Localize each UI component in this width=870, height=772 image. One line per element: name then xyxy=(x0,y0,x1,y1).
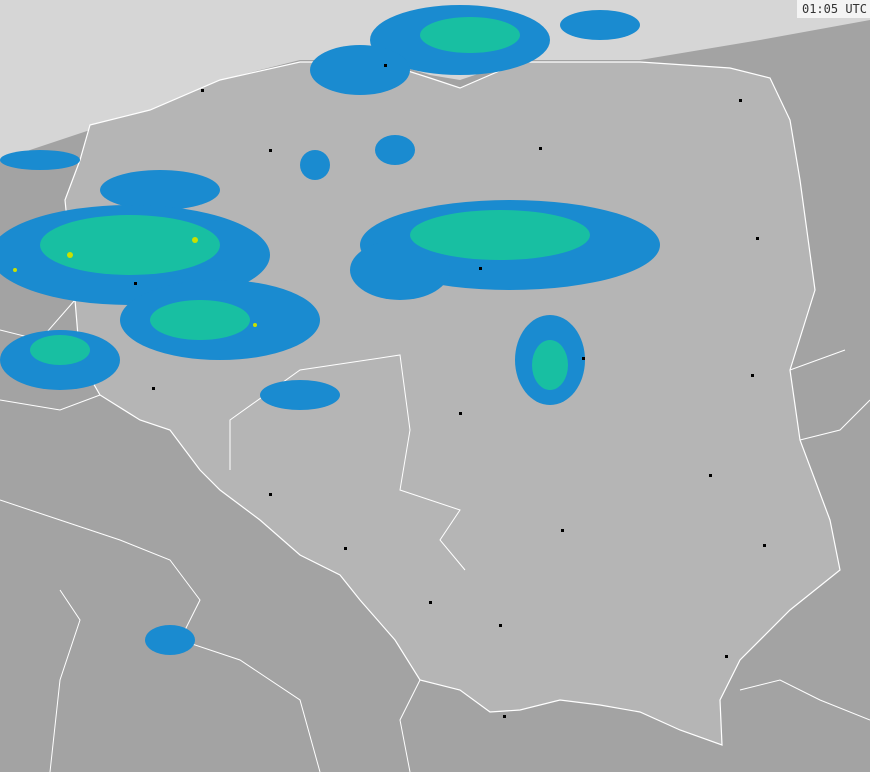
city-marker xyxy=(269,149,272,152)
precip-light xyxy=(100,170,220,210)
precip-light xyxy=(0,150,80,170)
city-marker xyxy=(152,387,155,390)
precip-light xyxy=(310,45,410,95)
precip-heavy xyxy=(192,237,198,243)
city-marker xyxy=(479,267,482,270)
precip-medium xyxy=(40,215,220,275)
other-borders xyxy=(0,299,870,772)
precip-light xyxy=(300,150,330,180)
cities xyxy=(134,64,766,718)
city-marker xyxy=(561,529,564,532)
baltic-sea xyxy=(0,0,870,160)
precip-light xyxy=(145,625,195,655)
city-marker xyxy=(201,89,204,92)
precip-medium xyxy=(30,335,90,365)
city-marker xyxy=(499,624,502,627)
city-marker xyxy=(725,655,728,658)
precip-medium xyxy=(420,17,520,53)
precip-heavy xyxy=(253,323,257,327)
precip-heavy xyxy=(13,268,17,272)
precip-heavy xyxy=(67,252,73,258)
city-marker xyxy=(751,374,754,377)
city-marker xyxy=(344,547,347,550)
city-marker xyxy=(763,544,766,547)
city-marker xyxy=(459,412,462,415)
city-marker xyxy=(384,64,387,67)
timestamp-label: 01:05 UTC xyxy=(796,0,870,18)
city-marker xyxy=(539,147,542,150)
radar-precipitation xyxy=(0,5,660,655)
city-marker xyxy=(739,99,742,102)
precip-medium xyxy=(150,300,250,340)
city-marker xyxy=(756,237,759,240)
precip-medium xyxy=(532,340,568,390)
precip-light xyxy=(375,135,415,165)
precip-medium xyxy=(410,210,590,260)
city-marker xyxy=(503,715,506,718)
precip-light xyxy=(260,380,340,410)
city-marker xyxy=(134,282,137,285)
city-marker xyxy=(582,357,585,360)
precip-light xyxy=(560,10,640,40)
city-marker xyxy=(709,474,712,477)
city-marker xyxy=(269,493,272,496)
precip-light xyxy=(350,240,450,300)
city-marker xyxy=(429,601,432,604)
